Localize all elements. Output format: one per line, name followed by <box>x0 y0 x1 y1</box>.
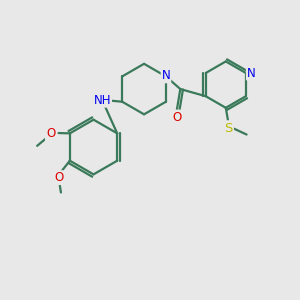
Text: NH: NH <box>94 94 111 107</box>
Text: N: N <box>247 67 256 80</box>
Text: O: O <box>54 171 63 184</box>
Text: O: O <box>172 110 182 124</box>
Text: O: O <box>46 127 55 140</box>
Text: N: N <box>162 69 170 82</box>
Text: S: S <box>225 122 233 134</box>
